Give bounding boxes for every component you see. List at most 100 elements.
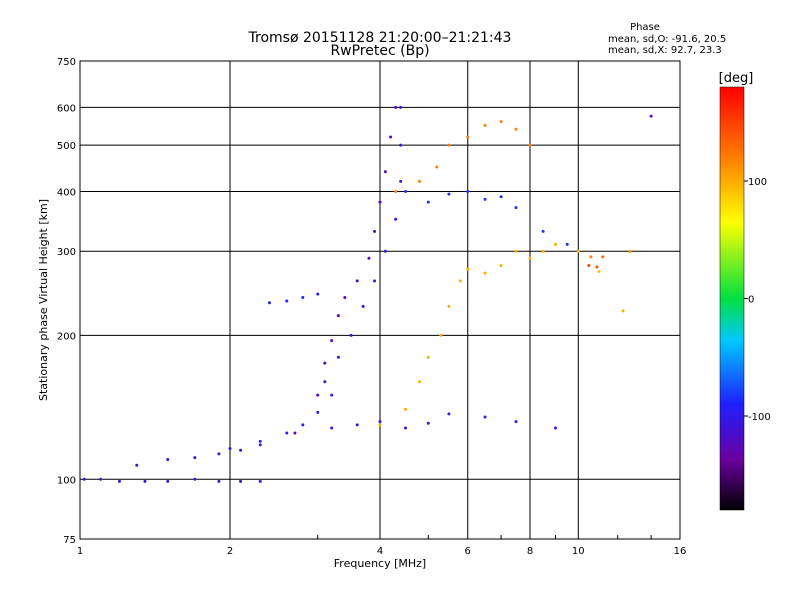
data-point — [193, 477, 197, 481]
data-point — [499, 120, 503, 124]
y-tick-label: 750 — [57, 57, 76, 68]
data-point — [166, 479, 170, 483]
y-tick-label: 500 — [57, 141, 76, 152]
data-point — [394, 217, 398, 221]
data-point — [466, 267, 470, 271]
data-point — [193, 456, 197, 460]
data-point — [82, 477, 86, 481]
x-tick-label: 6 — [465, 546, 471, 557]
data-point — [383, 249, 387, 253]
data-point — [553, 242, 557, 246]
data-point — [587, 264, 591, 268]
y-tick-label: 600 — [57, 103, 76, 114]
data-point — [166, 457, 170, 461]
data-point — [378, 423, 382, 427]
data-point — [323, 380, 327, 384]
data-point — [217, 452, 221, 456]
colorbar-label: [deg] — [719, 71, 754, 86]
data-point — [403, 426, 407, 430]
data-point — [143, 479, 147, 483]
data-point — [499, 195, 503, 199]
data-point — [293, 431, 297, 435]
data-point — [301, 296, 305, 300]
data-point — [435, 165, 439, 169]
data-point — [355, 279, 359, 283]
data-point — [426, 421, 430, 425]
data-point — [483, 415, 487, 419]
data-point — [576, 249, 580, 253]
data-point — [399, 143, 403, 147]
data-point — [417, 380, 421, 384]
data-point — [621, 309, 625, 313]
colorbar-ticks: 100 0 -100 — [744, 177, 771, 423]
plot-frame — [79, 60, 681, 540]
data-point — [378, 200, 382, 204]
x-tick-label: 2 — [227, 546, 233, 557]
colorbar-tick-label: 0 — [748, 295, 754, 306]
data-point — [336, 314, 340, 318]
phase-stats-x: mean, sd,X: 92.7, 23.3 — [608, 45, 722, 56]
data-point — [439, 333, 443, 337]
data-point — [285, 431, 289, 435]
data-point — [239, 448, 243, 452]
data-point — [330, 393, 334, 397]
data-point — [330, 339, 334, 343]
data-point — [394, 189, 398, 193]
data-point — [565, 242, 569, 246]
data-point — [336, 355, 340, 359]
y-tick-label: 200 — [57, 331, 76, 342]
x-tick-label: 10 — [572, 546, 585, 557]
data-point — [514, 206, 518, 210]
data-point — [403, 189, 407, 193]
y-axis-label: Stationary phase Virtual Height [km] — [37, 199, 50, 401]
data-point — [258, 479, 262, 483]
data-point — [378, 420, 382, 424]
data-point — [417, 179, 421, 183]
x-tick-label: 1 — [77, 546, 83, 557]
data-point — [403, 407, 407, 411]
data-point — [589, 255, 593, 259]
grid — [80, 61, 680, 539]
data-point — [373, 279, 377, 283]
data-point — [595, 265, 599, 269]
colorbar-tick-label: -100 — [748, 412, 771, 423]
data-point — [316, 292, 320, 296]
data-point — [117, 479, 121, 483]
data-point — [267, 301, 271, 305]
data-point — [217, 479, 221, 483]
x-tick-label: 16 — [674, 546, 687, 557]
data-point — [426, 355, 430, 359]
data-point — [394, 105, 398, 109]
data-point — [499, 264, 503, 268]
data-point — [514, 127, 518, 131]
data-point — [316, 410, 320, 414]
data-point — [99, 477, 103, 481]
data-point — [258, 439, 262, 443]
data-point — [483, 271, 487, 275]
colorbar-tick-label: 100 — [748, 177, 767, 188]
chart-title-line1: Tromsø 20151128 21:20:00–21:21:43 — [248, 30, 512, 46]
data-point — [135, 463, 139, 467]
data-point — [601, 255, 605, 259]
data-points — [82, 105, 653, 483]
data-point — [528, 143, 532, 147]
data-point — [285, 299, 289, 303]
data-point — [447, 192, 451, 196]
data-point — [483, 197, 487, 201]
chart-title-line2: RwPretec (Bp) — [330, 43, 429, 59]
data-point — [426, 200, 430, 204]
y-axis-ticks: 75 100 200 300 400 500 600 750 — [57, 57, 76, 546]
data-point — [399, 179, 403, 183]
data-point — [399, 105, 403, 109]
y-tick-label: 100 — [57, 475, 76, 486]
data-point — [258, 443, 262, 447]
y-tick-label: 400 — [57, 187, 76, 198]
data-point — [447, 143, 451, 147]
data-point — [458, 279, 462, 283]
x-axis-label: Frequency [MHz] — [334, 557, 426, 570]
data-point — [343, 296, 347, 300]
phase-stats-title: Phase — [630, 22, 660, 33]
colorbar — [719, 86, 745, 511]
phase-stats-o: mean, sd,O: -91.6, 20.5 — [608, 34, 726, 45]
